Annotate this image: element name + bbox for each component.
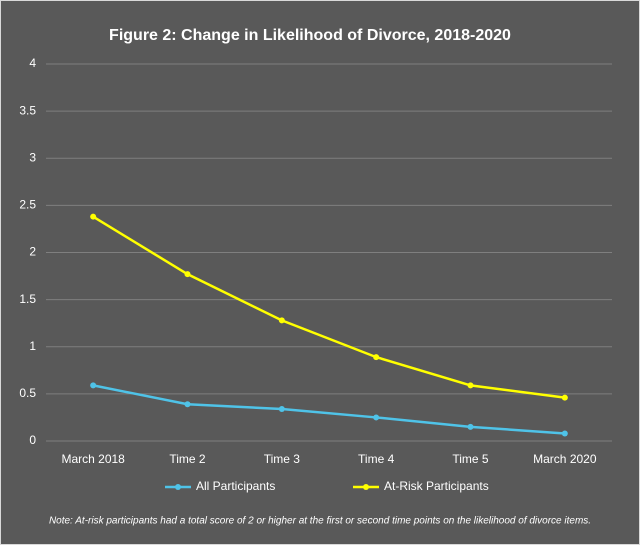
legend-marker bbox=[363, 484, 369, 490]
data-point bbox=[278, 317, 285, 324]
series-line bbox=[92, 384, 565, 435]
x-tick-label: Time 3 bbox=[264, 452, 301, 466]
legend-label: All Participants bbox=[196, 479, 275, 493]
y-tick-label: 0.5 bbox=[19, 386, 36, 400]
x-tick-label: March 2018 bbox=[61, 452, 125, 466]
data-point bbox=[278, 405, 285, 412]
y-tick-label: 3.5 bbox=[19, 103, 36, 117]
data-point bbox=[467, 382, 474, 389]
y-tick-label: 2.5 bbox=[19, 198, 36, 212]
x-tick-label: Time 2 bbox=[169, 452, 206, 466]
data-point bbox=[90, 382, 97, 389]
data-point bbox=[184, 401, 191, 408]
chart-title: Figure 2: Change in Likelihood of Divorc… bbox=[109, 27, 511, 44]
data-point bbox=[373, 414, 380, 421]
x-tick-label: Time 4 bbox=[358, 452, 395, 466]
x-tick-label: Time 5 bbox=[452, 452, 489, 466]
data-point bbox=[467, 423, 474, 430]
y-tick-label: 1.5 bbox=[19, 292, 36, 306]
data-point bbox=[184, 271, 191, 278]
data-point bbox=[561, 430, 568, 437]
data-point bbox=[561, 394, 568, 401]
series-line bbox=[92, 215, 565, 399]
y-tick-label: 4 bbox=[29, 56, 36, 70]
data-point bbox=[90, 213, 97, 220]
y-tick-label: 2 bbox=[29, 245, 36, 259]
y-tick-label: 3 bbox=[29, 150, 36, 164]
x-tick-label: March 2020 bbox=[533, 452, 597, 466]
legend-label: At-Risk Participants bbox=[384, 479, 489, 493]
note: Note: At-risk participants had a total s… bbox=[49, 516, 591, 527]
y-tick-label: 0 bbox=[29, 433, 36, 447]
y-tick-label: 1 bbox=[29, 339, 36, 353]
legend-marker bbox=[175, 484, 181, 490]
data-point bbox=[373, 354, 380, 361]
